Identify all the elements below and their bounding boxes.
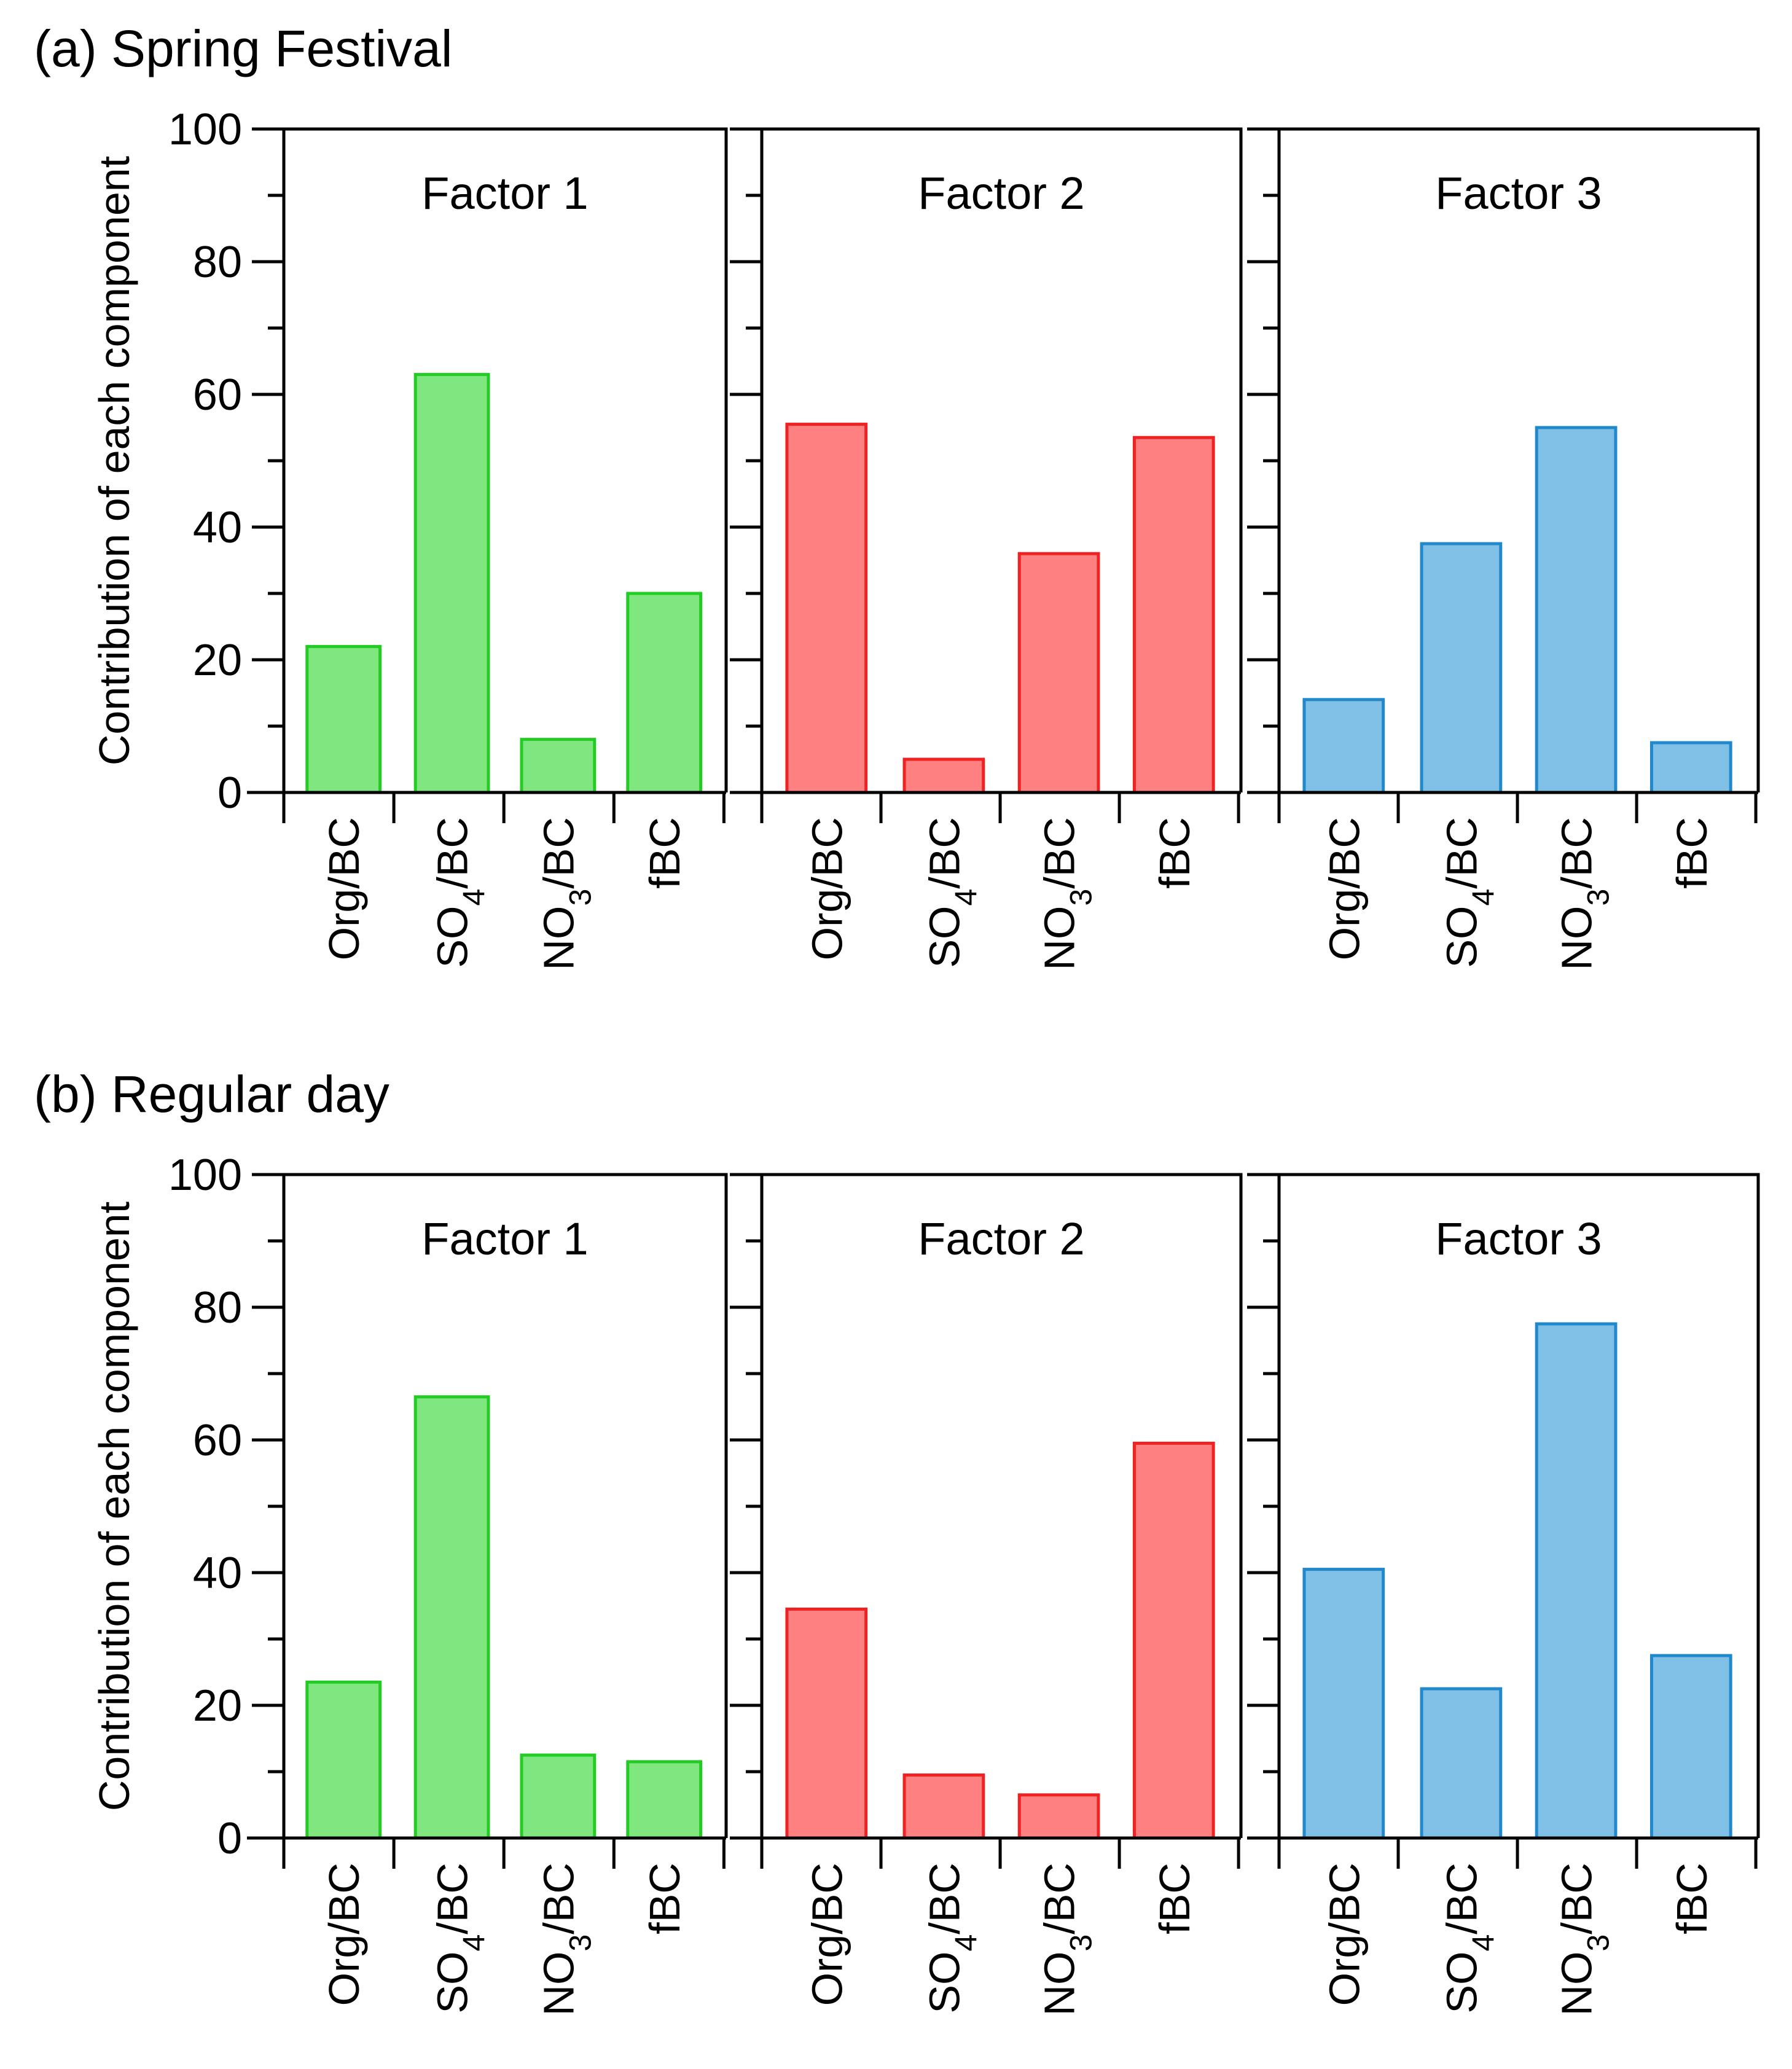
subplot-title: Factor 3 [1435,1213,1602,1264]
subplot-factor-1: 0 20 40 60 80 100 Org/BC SO4/BC NO3/BC fBC Factor … [168,1151,728,2016]
x-tick-label: SO4/BC [429,817,491,968]
bar-no3-bc [1535,1322,1618,1840]
y-tick-label: 20 [193,636,242,685]
y-axis-label: Contribution of each component [90,156,138,765]
x-tick-label: fBC [1151,1863,1199,1934]
bar-fbc [626,592,703,794]
x-tick-label: SO4/BC [1438,1863,1500,2014]
bar-fbc [626,1760,703,1840]
bar-so4-bc [902,1773,985,1840]
x-tick-label: fBC [641,817,689,889]
y-tick-label: 40 [193,503,242,552]
y-tick-label: 0 [217,1814,242,1863]
y-tick-label: 100 [168,105,242,154]
x-tick-label: SO4/BC [429,1863,491,2014]
bar-fbc [1649,741,1732,794]
bar-no3-bc [520,738,597,794]
x-tick-label: NO3/BC [1036,817,1098,971]
bar-so4-bc [413,373,490,794]
y-tick-label: 80 [193,1283,242,1332]
x-tick-label: fBC [641,1863,689,1934]
x-tick-label: Org/BC [320,1863,368,2006]
subplot-title: Factor 2 [918,1213,1084,1264]
subplot-factor-3: Org/BC SO4/BC NO3/BC fBC Factor 3 [1247,127,1760,971]
bar-org-bc [785,423,868,794]
subplot-factor-2: Org/BC SO4/BC NO3/BC fBC Factor 2 [730,1173,1243,2016]
x-tick-label: NO3/BC [1553,1863,1616,2016]
bar-org-bc [305,1680,382,1840]
x-tick-label: SO4/BC [920,817,983,968]
bar-no3-bc [1535,426,1618,794]
x-tick-label: fBC [1668,817,1716,889]
x-tick-label: Org/BC [320,817,368,960]
y-tick-label: 60 [193,370,242,420]
bar-so4-bc [413,1395,490,1840]
x-tick-label: NO3/BC [1553,817,1616,971]
bar-org-bc [785,1607,868,1840]
panel-title: (b) Regular day [34,1065,389,1123]
y-tick-label: 0 [217,769,242,818]
x-tick-label: SO4/BC [920,1863,983,2014]
bar-org-bc [1302,698,1385,794]
bar-no3-bc [1017,1793,1100,1840]
y-tick-label: 80 [193,238,242,287]
bar-fbc [1649,1654,1732,1840]
subplot-title: Factor 1 [421,168,588,219]
bar-fbc [1132,1441,1215,1840]
x-tick-label: fBC [1668,1863,1716,1934]
x-tick-label: Org/BC [803,817,851,960]
x-tick-label: Org/BC [1320,817,1368,960]
y-tick-label: 20 [193,1681,242,1731]
bar-so4-bc [1420,542,1503,794]
plot-frame [1277,127,1760,792]
bar-fbc [1132,436,1215,794]
panel-a: (a) Spring Festival Contribution of each … [34,20,1760,971]
y-axis-label: Contribution of each component [90,1202,138,1811]
x-tick-label: SO4/BC [1438,817,1500,968]
subplot-factor-1: 0 20 40 60 80 100 Org/BC SO4/BC NO3/BC fBC Factor … [168,105,728,971]
x-tick-label: NO3/BC [534,817,597,971]
bar-so4-bc [902,757,985,794]
y-tick-label: 60 [193,1416,242,1465]
x-tick-label: Org/BC [803,1863,851,2006]
y-tick-label: 40 [193,1549,242,1598]
bar-so4-bc [1420,1687,1503,1840]
panel-title: (a) Spring Festival [34,20,453,77]
x-tick-label: fBC [1151,817,1199,889]
subplot-title: Factor 1 [421,1213,588,1264]
panel-b: (b) Regular day Contribution of each comp… [34,1065,1760,2016]
x-tick-label: NO3/BC [1036,1863,1098,2016]
subplot-factor-2: Org/BC SO4/BC NO3/BC fBC Factor 2 [730,127,1243,971]
subplot-title: Factor 2 [918,168,1084,219]
bar-org-bc [1302,1568,1385,1840]
subplot-title: Factor 3 [1435,168,1602,219]
x-tick-label: NO3/BC [534,1863,597,2016]
y-tick-label: 100 [168,1151,242,1200]
subplot-factor-3: Org/BC SO4/BC NO3/BC fBC Factor 3 [1247,1173,1760,2016]
bar-org-bc [305,644,382,794]
x-tick-label: Org/BC [1320,1863,1368,2006]
bar-no3-bc [1017,552,1100,794]
bar-no3-bc [520,1753,597,1840]
